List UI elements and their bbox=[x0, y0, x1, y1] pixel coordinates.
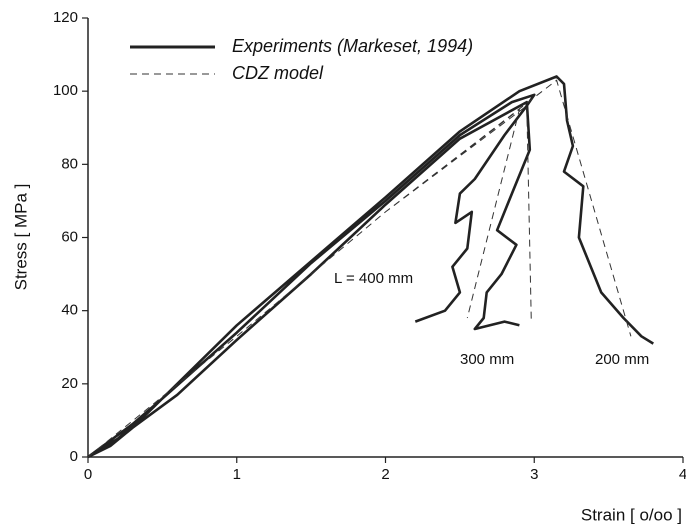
y-tick-label: 100 bbox=[53, 82, 78, 99]
x-tick-label: 3 bbox=[530, 466, 538, 483]
x-tick-label: 4 bbox=[679, 466, 686, 483]
y-tick-label: 20 bbox=[61, 375, 78, 392]
x-axis-label: Strain [ o/oo ] bbox=[581, 505, 682, 524]
x-tick-label: 0 bbox=[84, 466, 92, 483]
y-tick-label: 80 bbox=[61, 155, 78, 172]
y-axis-label: Stress [ MPa ] bbox=[11, 184, 30, 291]
annotation: L = 400 mm bbox=[334, 270, 413, 287]
y-tick-label: 120 bbox=[53, 9, 78, 26]
legend-label: Experiments (Markeset, 1994) bbox=[232, 36, 473, 56]
series-line bbox=[87, 75, 654, 459]
y-tick-label: 0 bbox=[70, 448, 78, 465]
annotation: 300 mm bbox=[460, 351, 514, 368]
y-tick-label: 60 bbox=[61, 228, 78, 245]
annotation: 200 mm bbox=[595, 351, 649, 368]
x-tick-label: 1 bbox=[233, 466, 241, 483]
legend-label: CDZ model bbox=[232, 63, 324, 83]
x-tick-label: 2 bbox=[381, 466, 389, 483]
series-line bbox=[87, 79, 632, 458]
y-tick-label: 40 bbox=[61, 302, 78, 319]
